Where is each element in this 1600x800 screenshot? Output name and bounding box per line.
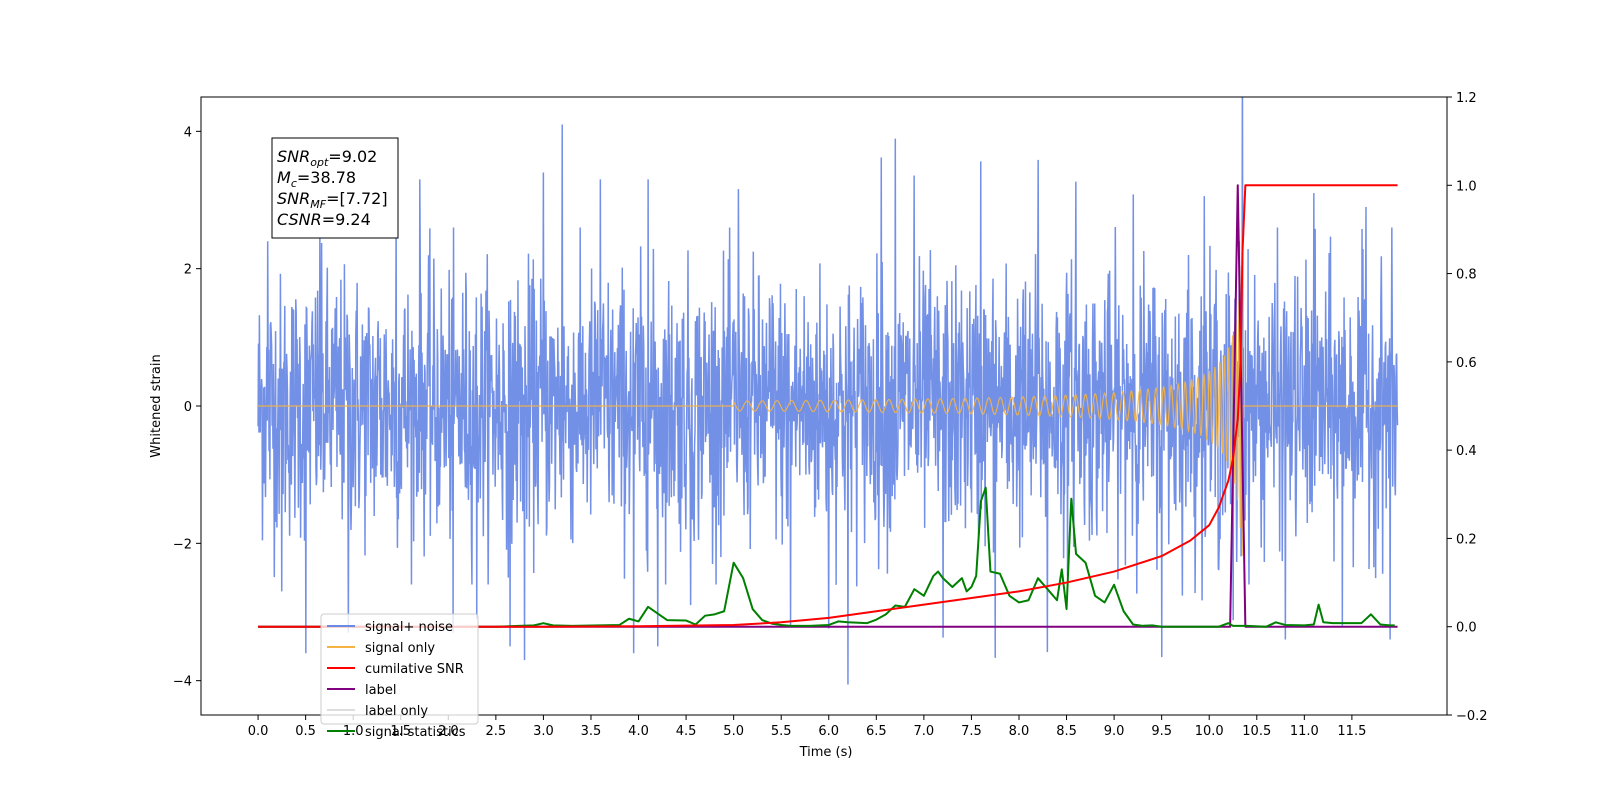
x-tick-label: 8.5	[1056, 724, 1077, 739]
x-tick-label: 4.0	[628, 724, 649, 739]
x-tick-label: 3.5	[581, 724, 602, 739]
y-right-tick-label: 0.4	[1456, 444, 1477, 459]
legend-label: signal statistics	[365, 725, 466, 740]
y-right-tick-label: 0.0	[1456, 621, 1477, 636]
series-line-cumulative-snr	[258, 184, 1398, 628]
y-left-tick-label: −4	[173, 675, 192, 690]
annotation-box	[271, 137, 399, 239]
y-left-tick-label: 2	[184, 263, 192, 278]
legend-label: label only	[365, 704, 428, 719]
x-tick-label: 11.5	[1337, 724, 1366, 739]
x-tick-label: 6.0	[818, 724, 839, 739]
x-tick-label: 2.0	[438, 724, 459, 739]
legend-label: signal only	[365, 641, 435, 656]
legend-label: signal+ noise	[365, 620, 453, 635]
x-tick-label: 5.5	[771, 724, 792, 739]
annotation-snr-opt: SNRopt=9.02	[277, 147, 377, 169]
x-tick-label: 6.5	[866, 724, 887, 739]
y-right-tick-label: −0.2	[1456, 709, 1488, 724]
x-tick-label: 11.0	[1290, 724, 1319, 739]
x-axis-title: Time (s)	[799, 745, 853, 760]
x-tick-label: 4.5	[676, 724, 697, 739]
annotation-snr-mf: SNRMF=[7.72]	[277, 189, 388, 211]
y-right-tick-label: 1.2	[1456, 91, 1477, 106]
x-tick-label: 0.5	[295, 724, 316, 739]
x-tick-label: 7.5	[961, 724, 982, 739]
series-line-signal-only	[258, 265, 1398, 556]
series-line-signal-noise	[257, 97, 1399, 685]
y-left-tick-label: 4	[184, 125, 192, 140]
x-tick-label: 2.5	[486, 724, 507, 739]
y-right-tick-label: 0.6	[1456, 356, 1477, 371]
annotation-csnr: CSNR=9.24	[277, 210, 371, 229]
y-axis-title: Whitened strain	[149, 354, 164, 457]
y-right-tick-label: 0.2	[1456, 532, 1477, 547]
legend-label: cumilative SNR	[365, 662, 464, 677]
legend	[320, 613, 479, 725]
legend-label: label	[365, 683, 396, 698]
x-tick-label: 10.5	[1242, 724, 1271, 739]
annotation-mc: Mc=38.78	[277, 168, 356, 190]
x-tick-label: 9.0	[1104, 724, 1125, 739]
x-tick-label: 1.5	[390, 724, 411, 739]
y-left-tick-label: 0	[184, 400, 192, 415]
y-left-tick-label: −2	[173, 537, 192, 552]
x-tick-label: 8.0	[1009, 724, 1030, 739]
series-line-signal-statistics	[258, 486, 1395, 628]
x-tick-label: 9.5	[1151, 724, 1172, 739]
y-right-tick-label: 1.0	[1456, 179, 1477, 194]
x-tick-label: 5.0	[723, 724, 744, 739]
x-tick-label: 7.0	[914, 724, 935, 739]
x-tick-label: 10.0	[1195, 724, 1224, 739]
y-right-tick-label: 0.8	[1456, 268, 1477, 283]
x-tick-label: 3.0	[533, 724, 554, 739]
series-line-label	[258, 184, 1398, 628]
x-tick-label: 0.0	[248, 724, 269, 739]
